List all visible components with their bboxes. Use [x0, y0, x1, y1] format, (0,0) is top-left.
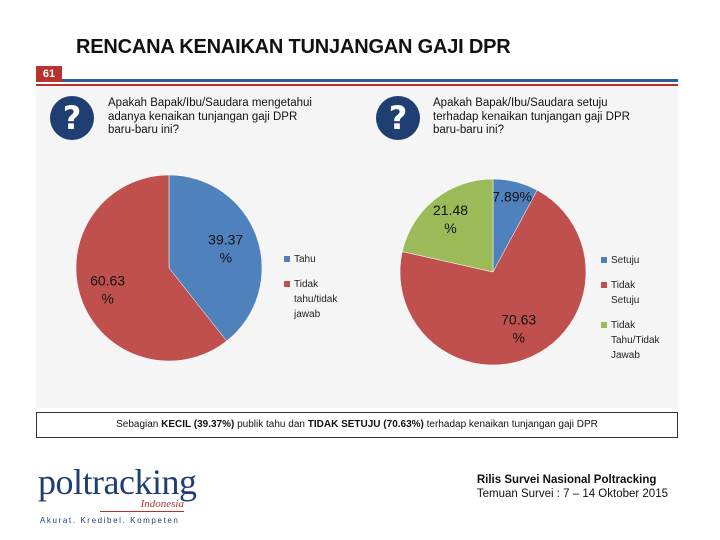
header-rule-red	[36, 84, 678, 86]
logo-tagline: Akurat. Kredibel. Kompeten	[40, 516, 180, 525]
agreement-legend-label-0: Setuju	[611, 255, 639, 266]
agreement-data-label-2: 21.48%	[433, 202, 468, 236]
agreement-legend-label-1: Tidak Setuju	[611, 280, 639, 306]
page-title: RENCANA KENAIKAN TUNJANGAN GAJI DPR	[76, 36, 511, 58]
agreement-legend-swatch-2	[601, 322, 607, 328]
conclusion-bold-1: KECIL (39.37%)	[161, 419, 235, 430]
agreement-legend-swatch-1	[601, 282, 607, 288]
agreement-slice-2	[401, 178, 494, 273]
awareness-slice-0	[168, 174, 263, 342]
awareness-legend-label-0: Tahu	[294, 254, 316, 265]
conclusion-suffix: terhadap kenaikan tunjangan gaji DPR	[423, 419, 598, 430]
conclusion-box: Sebagian KECIL (39.37%) publik tahu dan …	[36, 412, 678, 438]
question-icon: ?	[376, 96, 420, 140]
awareness-data-label-1: 60.63%	[90, 272, 125, 306]
awareness-legend-swatch-0	[284, 256, 290, 262]
agreement-data-label-1: 70.63%	[501, 311, 536, 345]
question-icon: ?	[50, 96, 94, 140]
conclusion-middle: publik tahu dan	[234, 419, 308, 430]
header-rule-blue	[62, 79, 678, 82]
poltracking-logo: poltracking Indonesia Akurat. Kredibel. …	[38, 462, 198, 528]
right-question-text: Apakah Bapak/Ibu/Saudara setuju terhadap…	[433, 97, 630, 136]
footer-release-title: Rilis Survei Nasional Poltracking	[476, 474, 657, 486]
conclusion-prefix: Sebagian	[116, 419, 162, 430]
awareness-legend-swatch-1	[284, 281, 290, 287]
agreement-slice-1	[399, 189, 587, 366]
agreement-data-label-0: 7.89%	[492, 188, 532, 204]
footer-survey-dates: Temuan Survei : 7 – 14 Oktober 2015	[476, 488, 668, 500]
logo-subtitle: Indonesia	[140, 498, 184, 510]
awareness-slice-1	[75, 174, 227, 362]
awareness-legend-label-1: Tidak tahu/tidak jawab	[293, 279, 338, 320]
awareness-data-label-0: 39.37%	[208, 231, 243, 265]
left-question-text: Apakah Bapak/Ibu/Saudara mengetahui adan…	[108, 97, 312, 136]
logo-wordmark: poltracking	[38, 462, 197, 502]
agreement-legend-swatch-0	[601, 257, 607, 263]
pie-chart-agreement: 7.89% 70.63 % 21.48 % Setuju Tidak Setuju Tidak T…	[399, 178, 661, 366]
footer-info: Rilis Survei Nasional Poltracking Temuan…	[477, 473, 668, 501]
pie-chart-awareness: 39.37 % 60.63 % Tahu Tidak tahu/tidak jawab	[75, 174, 338, 362]
agreement-legend-label-2: Tidak Tahu/Tidak Jawab	[611, 320, 661, 361]
page-number: 61	[36, 66, 62, 82]
conclusion-bold-2: TIDAK SETUJU (70.63%)	[307, 419, 424, 430]
logo-divider	[100, 511, 184, 512]
